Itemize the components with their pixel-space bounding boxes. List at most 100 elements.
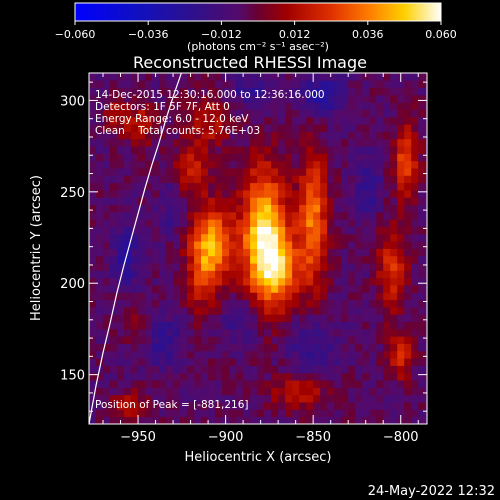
heatmap-cell — [173, 87, 181, 96]
heatmap-cell — [383, 365, 391, 374]
heatmap-cell — [383, 314, 391, 323]
heatmap-cell — [362, 343, 370, 352]
heatmap-cell — [292, 80, 300, 89]
heatmap-cell — [117, 138, 125, 147]
heatmap-cell — [355, 211, 363, 220]
heatmap-cell — [152, 380, 160, 388]
heatmap-cell — [418, 372, 426, 381]
heatmap-cell — [201, 233, 209, 242]
heatmap-cell — [117, 182, 125, 191]
heatmap-cell — [341, 409, 349, 418]
heatmap-cell — [110, 380, 118, 388]
heatmap-cell — [96, 321, 104, 330]
heatmap-cell — [243, 387, 251, 396]
heatmap-cell — [222, 241, 230, 249]
heatmap-cell — [418, 116, 426, 125]
heatmap-cell — [348, 160, 356, 169]
heatmap-cell — [89, 380, 97, 388]
heatmap-cell — [159, 292, 167, 301]
heatmap-cell — [383, 248, 391, 257]
heatmap-cell — [96, 146, 104, 154]
heatmap-cell — [306, 299, 314, 308]
heatmap-cell — [355, 343, 363, 352]
heatmap-cell — [404, 219, 412, 227]
heatmap-cell — [411, 94, 419, 103]
heatmap-cell — [243, 168, 251, 176]
heatmap-cell — [131, 87, 139, 96]
heatmap-cell — [131, 204, 139, 213]
heatmap-cell — [348, 182, 356, 191]
heatmap-cell — [285, 219, 293, 227]
heatmap-cell — [320, 168, 328, 176]
heatmap-cell — [89, 270, 97, 279]
heatmap-cell — [425, 292, 427, 301]
heatmap-cell — [404, 160, 412, 169]
heatmap-cell — [285, 292, 293, 301]
heatmap-cell — [376, 343, 384, 352]
heatmap-cell — [173, 73, 181, 81]
heatmap-cell — [341, 365, 349, 374]
heatmap-cell — [306, 226, 314, 235]
heatmap-cell — [215, 182, 223, 191]
heatmap-cell — [292, 102, 300, 110]
heatmap-cell — [96, 131, 104, 140]
heatmap-cell — [166, 270, 174, 279]
heatmap-cell — [327, 226, 335, 235]
heatmap-cell — [131, 387, 139, 396]
heatmap-cell — [152, 109, 160, 118]
heatmap-cell — [376, 299, 384, 308]
heatmap-cell — [271, 204, 279, 213]
heatmap-cell — [229, 394, 237, 403]
heatmap-cell — [222, 146, 230, 154]
heatmap-cell — [369, 175, 377, 184]
heatmap-cell — [292, 350, 300, 359]
heatmap-cell — [404, 109, 412, 118]
heatmap-cell — [418, 211, 426, 220]
heatmap-cell — [334, 131, 342, 140]
heatmap-cell — [404, 211, 412, 220]
heatmap-cell — [159, 109, 167, 118]
heatmap-cell — [271, 87, 279, 96]
heatmap-cell — [418, 73, 426, 81]
heatmap-cell — [201, 372, 209, 381]
heatmap-cell — [320, 160, 328, 169]
heatmap-cell — [194, 292, 202, 301]
solar-limb-curve — [89, 73, 183, 424]
heatmap-cell — [215, 146, 223, 154]
heatmap-cell — [208, 160, 216, 169]
heatmap-cell — [131, 380, 139, 388]
heatmap-cell — [334, 241, 342, 249]
heatmap-cell — [390, 380, 398, 388]
heatmap-cell — [278, 277, 286, 286]
heatmap-cell — [236, 292, 244, 301]
heatmap-cell — [138, 87, 146, 96]
heatmap-cell — [89, 372, 97, 381]
heatmap-cell — [425, 102, 427, 110]
heatmap-cell — [152, 358, 160, 366]
heatmap-cell — [173, 328, 181, 337]
heatmap-cell — [166, 372, 174, 381]
heatmap-cell — [313, 197, 321, 206]
heatmap-cell — [390, 124, 398, 132]
heatmap-cell — [208, 248, 216, 257]
heatmap-cell — [320, 416, 328, 424]
heatmap-cell — [271, 175, 279, 184]
heatmap-cell — [250, 226, 258, 235]
heatmap-cell — [215, 285, 223, 293]
heatmap-cell — [383, 255, 391, 264]
heatmap-cell — [369, 138, 377, 147]
heatmap-cell — [117, 175, 125, 184]
heatmap-cell — [222, 219, 230, 227]
heatmap-cell — [390, 211, 398, 220]
heatmap-cell — [194, 372, 202, 381]
heatmap-cell — [306, 211, 314, 220]
heatmap-cell — [89, 102, 97, 110]
heatmap-cell — [103, 263, 111, 271]
heatmap-cell — [138, 255, 146, 264]
heatmap-cell — [222, 336, 230, 344]
heatmap-cell — [299, 299, 307, 308]
heatmap-cell — [306, 372, 314, 381]
heatmap-cell — [299, 394, 307, 403]
heatmap-cell — [208, 116, 216, 125]
heatmap-cell — [320, 270, 328, 279]
